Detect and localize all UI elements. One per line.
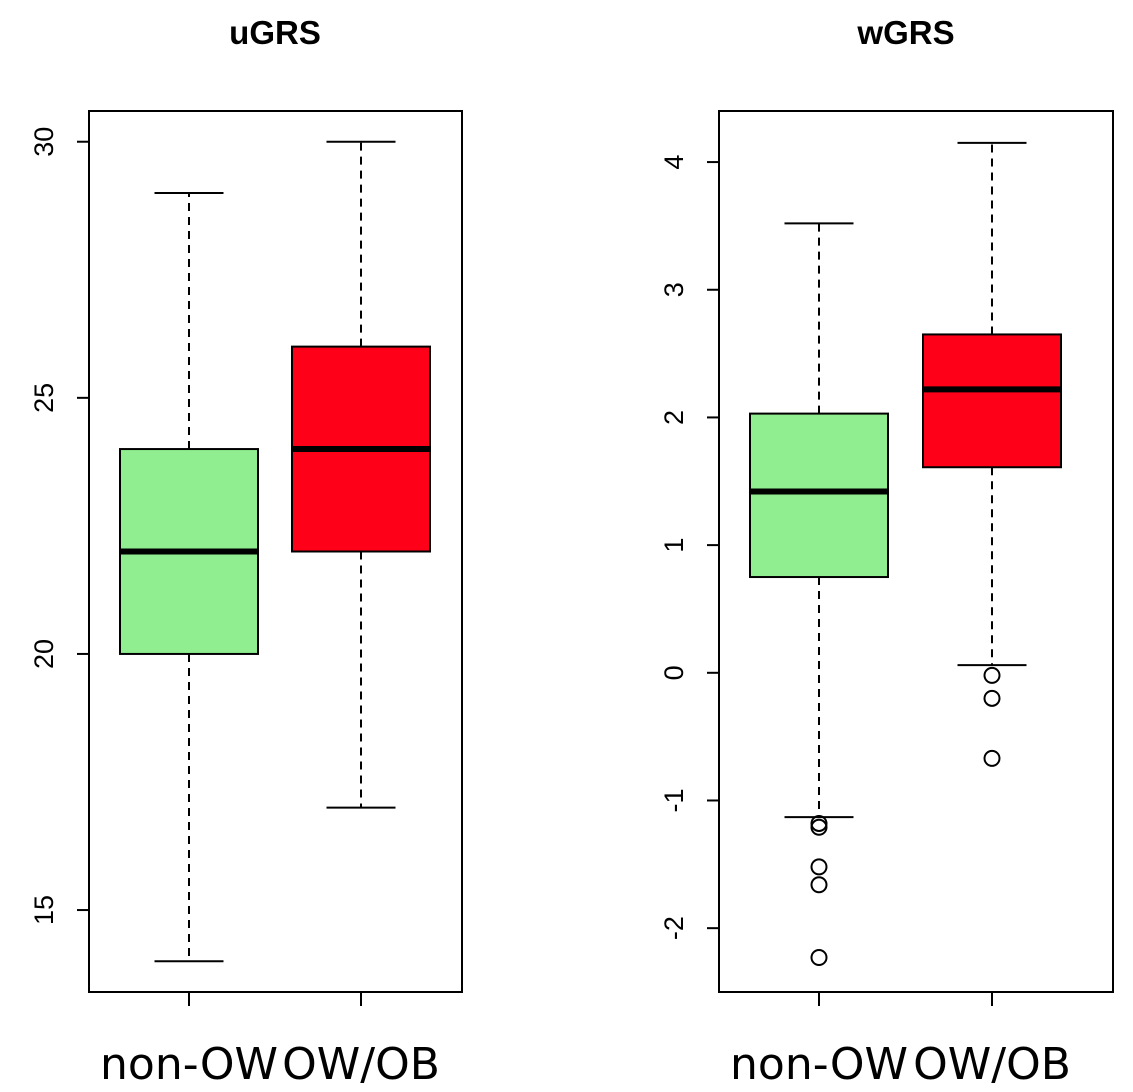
wgrs-plot-frame [718,110,1114,993]
ugrs-panel: uGRS 15 20 25 30 non-OW OW/OB [29,14,463,1090]
wgrs-outlier-non-ow-5 [810,949,828,967]
wgrs-y-tick-label-3: 3 [659,282,689,297]
ugrs-box-non-ow [119,191,259,963]
wgrs-y-tick-label-1: 1 [659,538,689,553]
ugrs-plot-area: 15 20 25 30 [29,110,463,1006]
wgrs-outlier-ow-ob-2 [983,689,1001,707]
wgrs-y-tick-label-4: 4 [659,155,689,170]
ugrs-y-tick-label-15: 15 [29,895,59,925]
wgrs-outlier-non-ow-4 [810,876,828,894]
ugrs-y-tick-label-30: 30 [29,127,59,157]
ugrs-category-label-non-ow: non-OW [100,1039,278,1090]
wgrs-panel: wGRS -2 -1 0 1 2 3 4 non-OW OW/OB [659,14,1114,1090]
wgrs-box-ow-ob [922,141,1062,767]
wgrs-plot-area: -2 -1 0 1 2 3 4 [659,110,1114,1006]
wgrs-y-tick-label-minus-1: -1 [659,788,689,812]
wgrs-outlier-ow-ob-3 [983,749,1001,767]
wgrs-box-non-ow [749,222,889,967]
ugrs-y-tick-label-20: 20 [29,639,59,669]
ugrs-category-label-ow-ob: OW/OB [282,1039,440,1090]
wgrs-y-tick-label-0: 0 [659,665,689,680]
wgrs-outlier-non-ow-3 [810,858,828,876]
wgrs-outlier-non-ow-2 [810,818,828,836]
wgrs-category-label-non-ow: non-OW [730,1039,908,1090]
ugrs-y-tick-label-25: 25 [29,383,59,413]
ugrs-box-ow-ob [291,140,431,809]
wgrs-y-tick-label-minus-2: -2 [659,916,689,940]
wgrs-y-tick-label-2: 2 [659,410,689,425]
wgrs-iqr-box-non-ow [749,412,889,579]
wgrs-iqr-box-ow-ob [922,333,1062,469]
ugrs-plot-frame [88,110,463,993]
ugrs-title: uGRS [229,14,321,51]
wgrs-title: wGRS [856,14,954,51]
wgrs-category-label-ow-ob: OW/OB [913,1039,1071,1090]
wgrs-outlier-non-ow-1 [810,814,828,832]
wgrs-outlier-ow-ob-1 [983,666,1001,684]
